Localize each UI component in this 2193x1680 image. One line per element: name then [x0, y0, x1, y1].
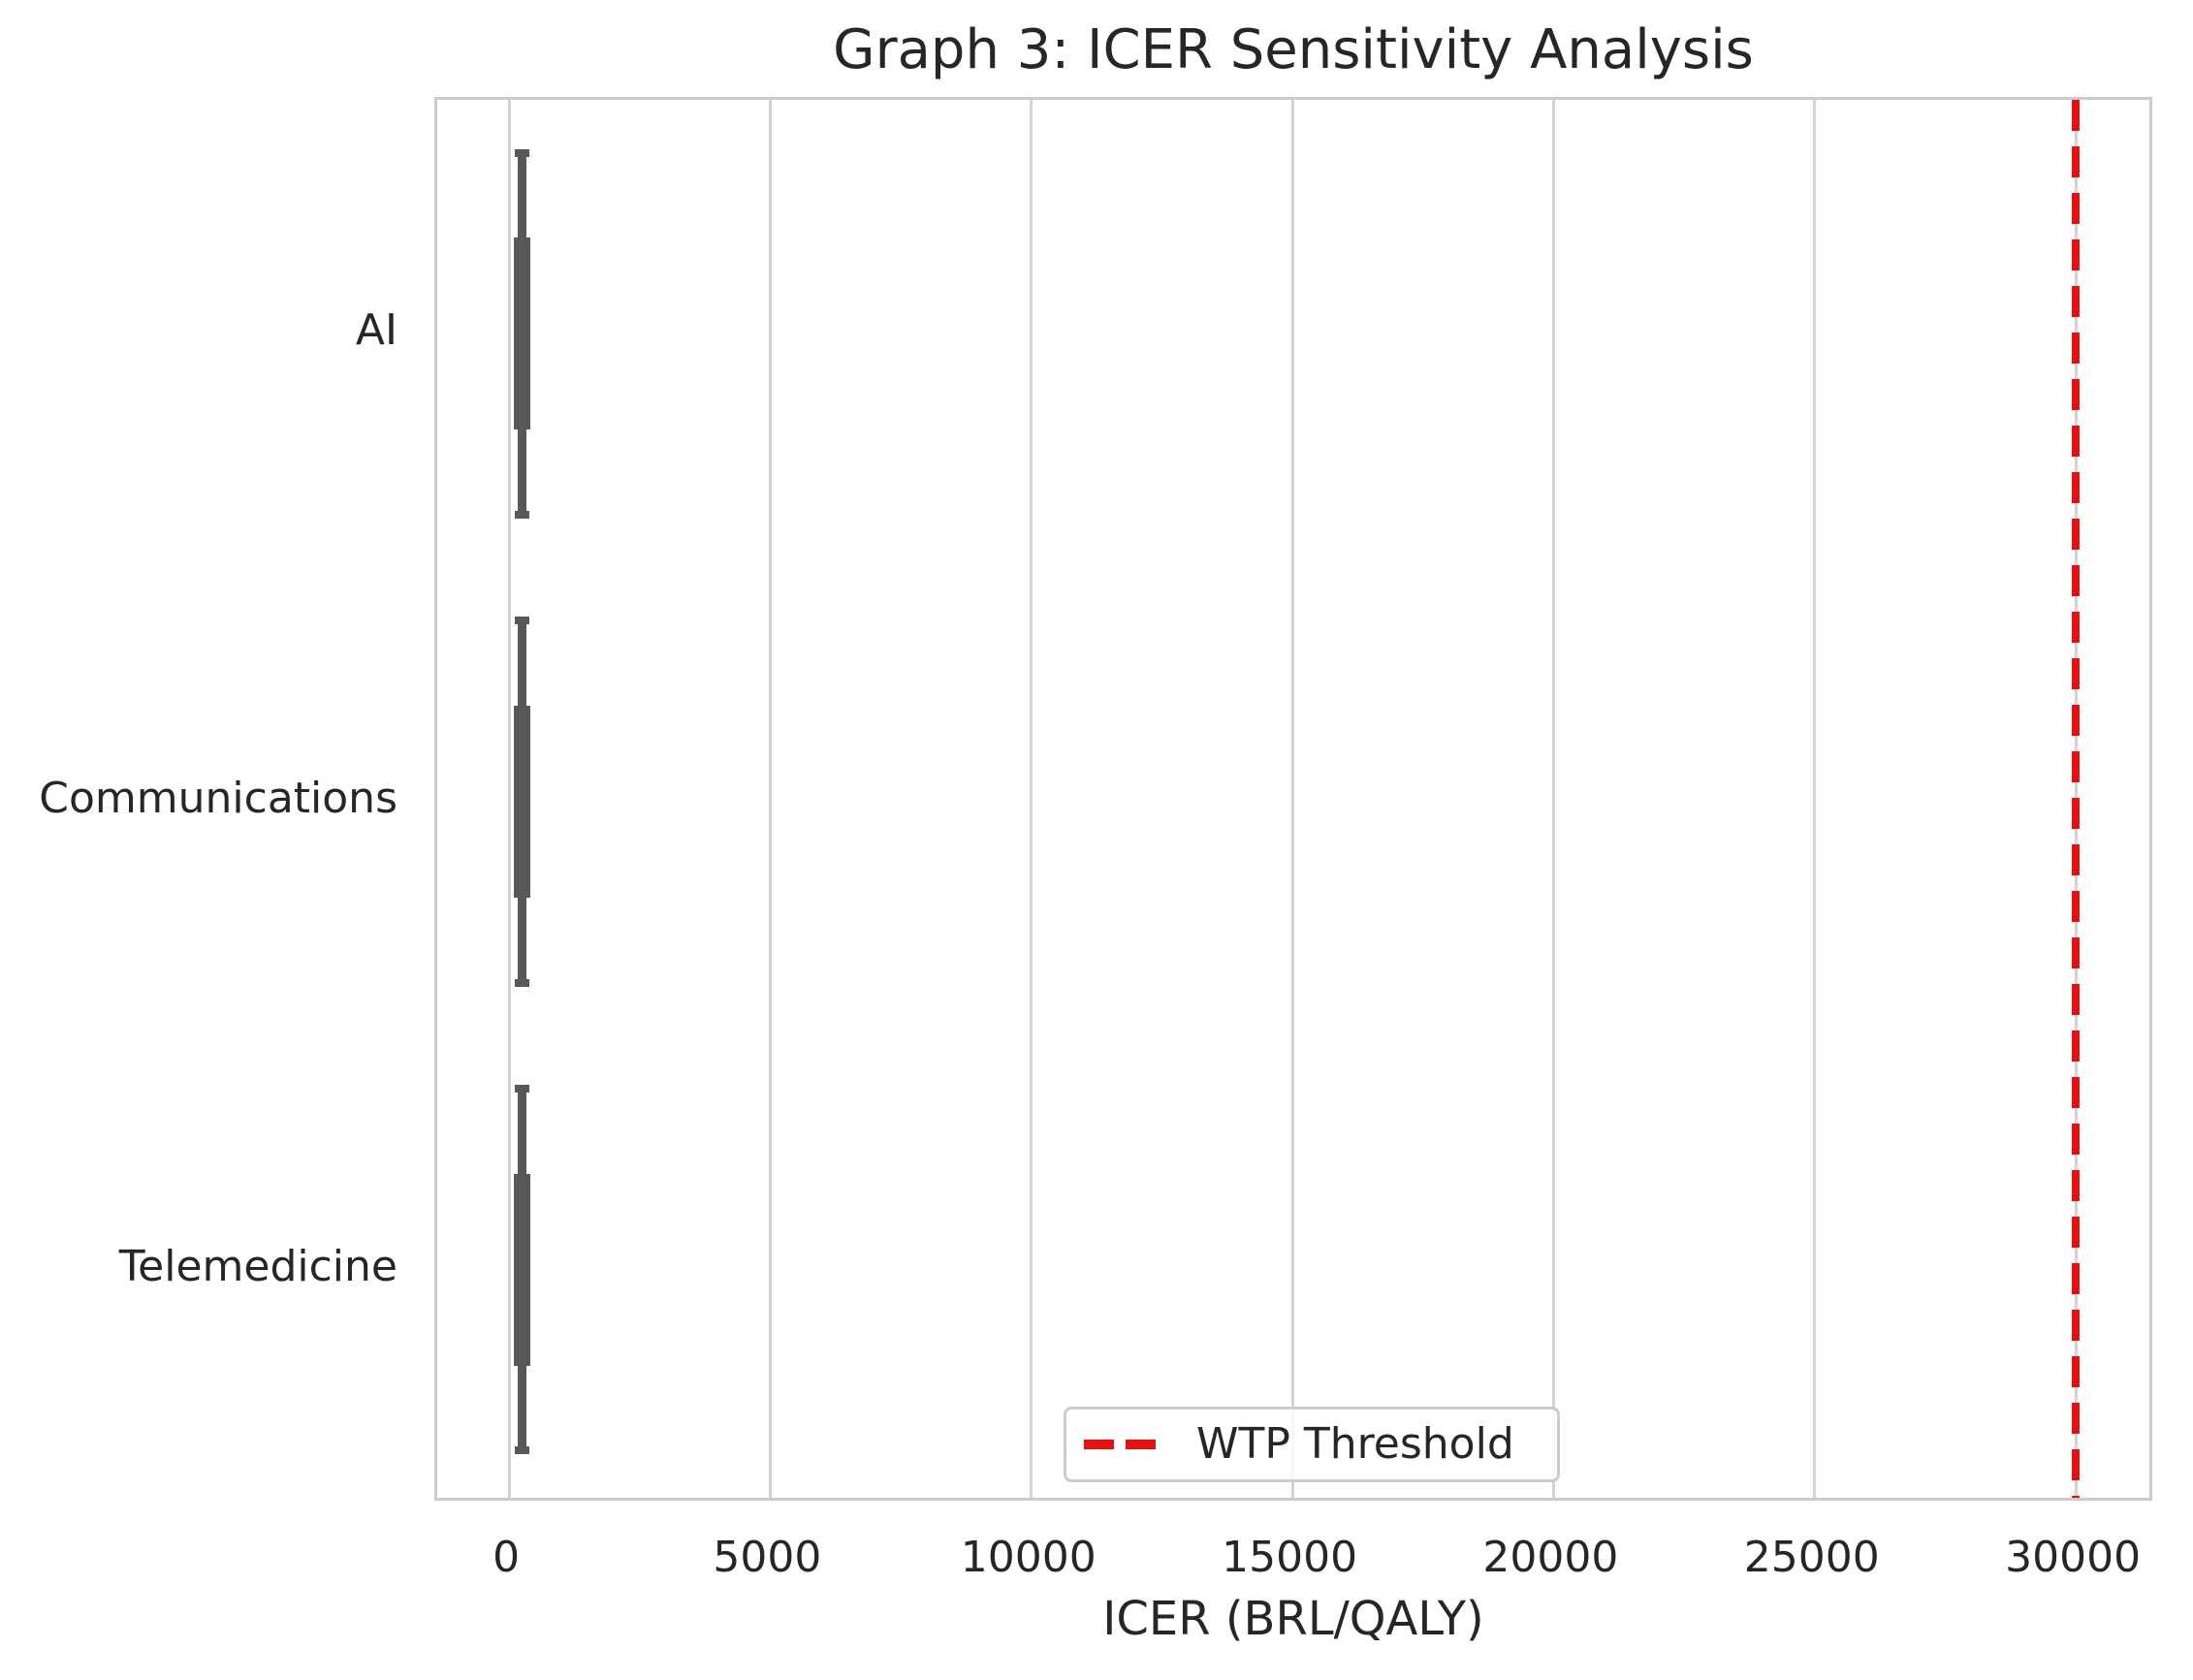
x-tick-label: 15000 [1222, 1533, 1358, 1582]
x-tick-label: 30000 [2005, 1533, 2142, 1582]
gridline [1551, 100, 1555, 1498]
gridline [1030, 100, 1033, 1498]
box-body [513, 706, 531, 898]
whisker-cap [515, 978, 530, 987]
red-dashed-line-icon [1084, 1440, 1156, 1449]
whisker-cap [515, 510, 530, 519]
x-tick-label: 10000 [960, 1533, 1096, 1582]
box-body [513, 238, 531, 430]
gridline [507, 100, 511, 1498]
gridline [768, 100, 772, 1498]
x-tick-label: 0 [493, 1533, 521, 1582]
box-body [513, 1173, 531, 1366]
x-tick-label: 20000 [1482, 1533, 1619, 1582]
y-tick-label: Telemedicine [118, 1241, 397, 1291]
gridline [1813, 100, 1817, 1498]
whisker-cap [515, 1085, 530, 1093]
plot-area: WTP Threshold [434, 97, 2152, 1501]
gridline [1290, 100, 1294, 1498]
whisker-cap [515, 1446, 530, 1455]
legend: WTP Threshold [1064, 1407, 1560, 1482]
whisker-cap [515, 617, 530, 625]
chart-title: Graph 3: ICER Sensitivity Analysis [833, 18, 1754, 81]
whisker-cap [515, 148, 530, 157]
y-tick-label: AI [355, 305, 397, 356]
x-tick-label: 5000 [713, 1533, 822, 1582]
wtp-threshold-line [2072, 100, 2081, 1498]
x-axis-title: ICER (BRL/QALY) [1102, 1592, 1484, 1646]
legend-label: WTP Threshold [1196, 1419, 1514, 1469]
x-tick-label: 25000 [1743, 1533, 1880, 1582]
y-tick-label: Communications [39, 774, 397, 823]
